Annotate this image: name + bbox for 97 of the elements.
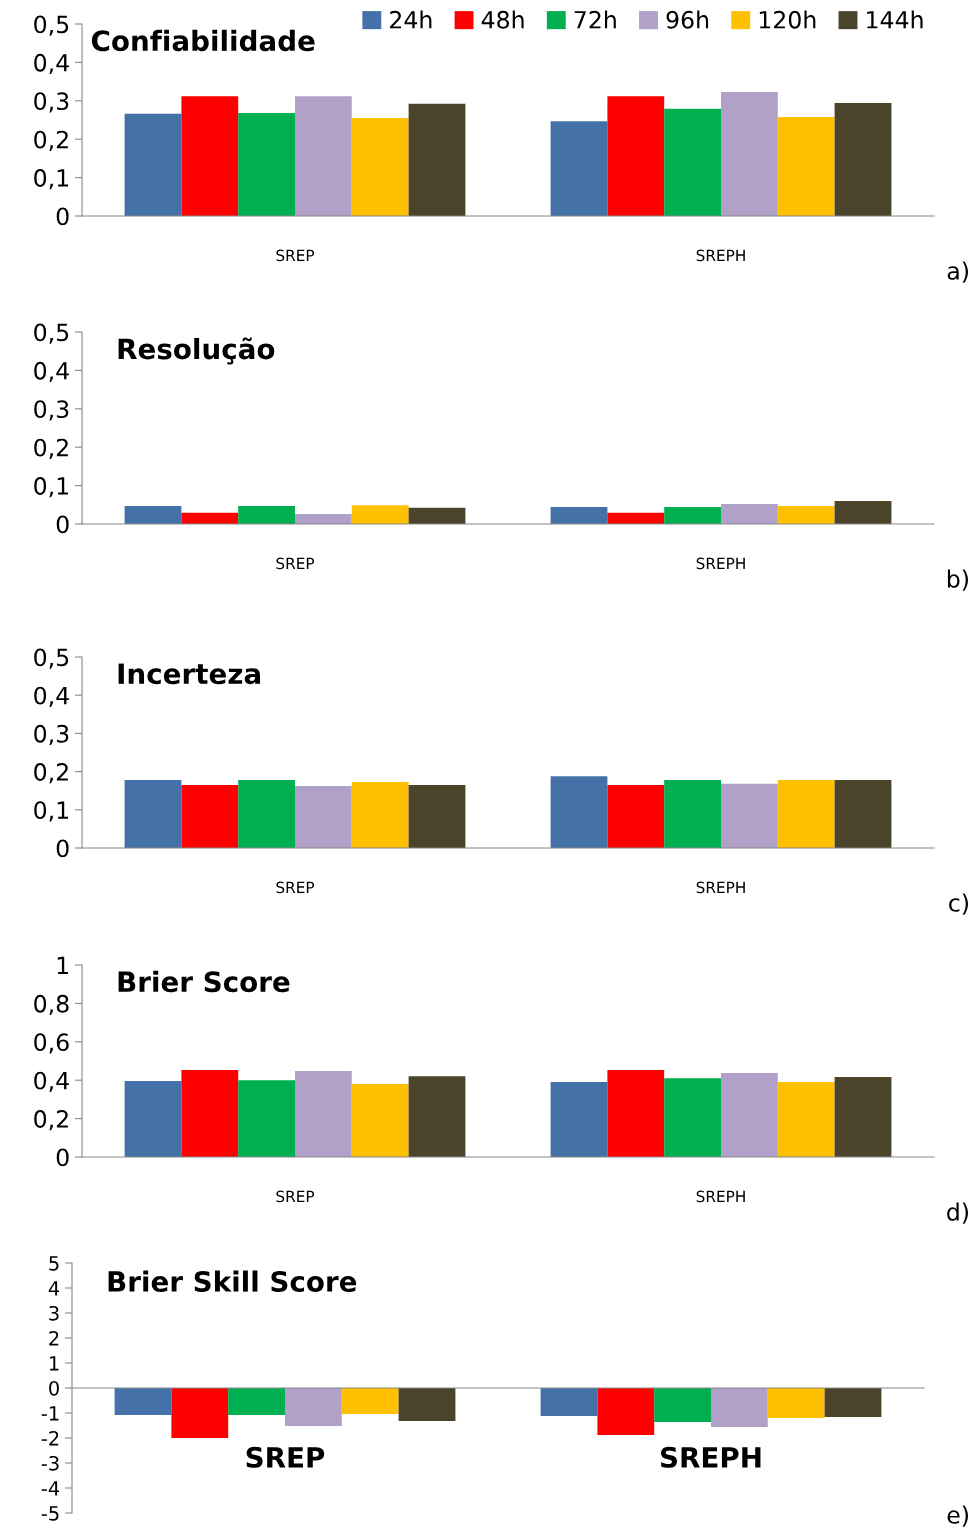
bar [834,500,892,524]
y-tick-label: 0,5 [34,15,69,36]
y-tick-label: 0,4 [34,361,69,383]
bar [550,121,608,216]
bar [777,116,835,216]
bar [351,505,409,524]
bar [664,108,721,216]
y-tick-label: 4 [48,1281,60,1296]
legend-label: 24h [390,10,432,29]
legend-label: 72h [574,10,616,29]
y-tick-label: 2 [49,1330,59,1346]
bar [408,1076,466,1157]
y-tick-label: 3 [49,1305,59,1321]
y-tick-label: 0,1 [34,477,69,498]
text: e) [947,1505,968,1527]
x-tick-label: SREP [276,557,315,570]
x-tick-label: SREPH [696,881,745,894]
legend-label: 48h [481,10,524,29]
bar [295,96,352,216]
bar [238,505,295,524]
bar [351,1084,409,1157]
chart-title: Incerteza [118,663,261,685]
bar [721,1073,778,1157]
chart-title: Resolução [118,337,275,365]
bar [181,1070,239,1157]
bar [238,113,295,216]
bar [721,504,778,524]
y-tick-label: 0,1 [34,801,69,822]
text: d) [947,1202,968,1224]
bar [295,1070,352,1157]
y-tick-label: 0,2 [34,130,68,151]
y-tick-label: 0,3 [34,400,69,421]
y-tick-label: 5 [49,1256,59,1271]
y-tick-label: 0,2 [34,438,68,459]
legend-label: 120h [759,10,816,29]
x-tick-label: SREP [276,1190,315,1203]
y-tick-label: 0,4 [34,1071,69,1092]
bar [238,1080,295,1157]
x-tick-label: SREPH [696,1190,745,1203]
legend-label: 144h [867,10,923,29]
y-tick-label: 0,4 [34,53,69,75]
chart-title: Confiabilidade [91,29,315,52]
y-tick-label: 0,8 [34,994,69,1016]
bar [124,505,182,524]
y-tick-label: 0 [56,839,69,858]
y-tick-label: -3 [41,1455,59,1471]
y-tick-label: 0,5 [34,323,69,344]
chart-title: Brier Score [118,970,290,993]
bar [834,1076,892,1157]
bar [351,118,409,216]
bar [124,1080,182,1157]
x-tick-label: SREPH [661,1446,761,1468]
bar [295,514,352,524]
bar [181,96,239,216]
y-tick-label: 0,4 [34,686,69,707]
x-tick-label: SREP [276,249,315,262]
y-tick-label: 1 [57,956,69,974]
text: b) [947,569,968,591]
legend-label: 96h [666,10,709,29]
bar [607,96,665,216]
x-tick-label: SREPH [696,249,745,262]
y-tick-label: 0 [56,207,69,226]
bar [607,512,665,524]
chart-title: Brier Skill Score [108,1270,357,1292]
text: c) [949,893,968,915]
bar [834,103,892,216]
bar [607,1070,665,1157]
y-tick-label: 1 [49,1356,59,1371]
bar [664,1078,721,1157]
x-tick-label: SREP [276,881,315,894]
text: a) [947,261,968,283]
y-tick-label: 0,6 [34,1033,69,1054]
x-tick-label: SREPH [696,557,745,570]
y-tick-label: 0 [56,515,69,534]
y-tick-label: 0 [49,1380,59,1396]
bar [124,113,182,216]
y-tick-label: 0,3 [34,724,69,746]
bar [777,505,835,524]
bar [664,507,721,524]
bar [550,507,608,524]
y-tick-label: 0,2 [34,763,68,784]
y-tick-label: 0 [56,1148,69,1167]
y-tick-label: 0,2 [34,1110,68,1131]
bar [721,91,778,216]
y-tick-label: 0,5 [34,648,69,669]
bar [181,512,239,524]
y-tick-label: -2 [41,1430,59,1446]
bar [408,103,466,216]
x-tick-label: SREP [246,1446,325,1468]
bar [408,507,466,524]
y-tick-label: -1 [41,1406,59,1421]
y-tick-label: 0,3 [34,92,69,113]
y-tick-label: -5 [41,1506,59,1521]
bar [777,1082,835,1157]
bar [550,1082,608,1157]
y-tick-label: -4 [41,1481,60,1496]
y-tick-label: 0,1 [34,169,69,190]
